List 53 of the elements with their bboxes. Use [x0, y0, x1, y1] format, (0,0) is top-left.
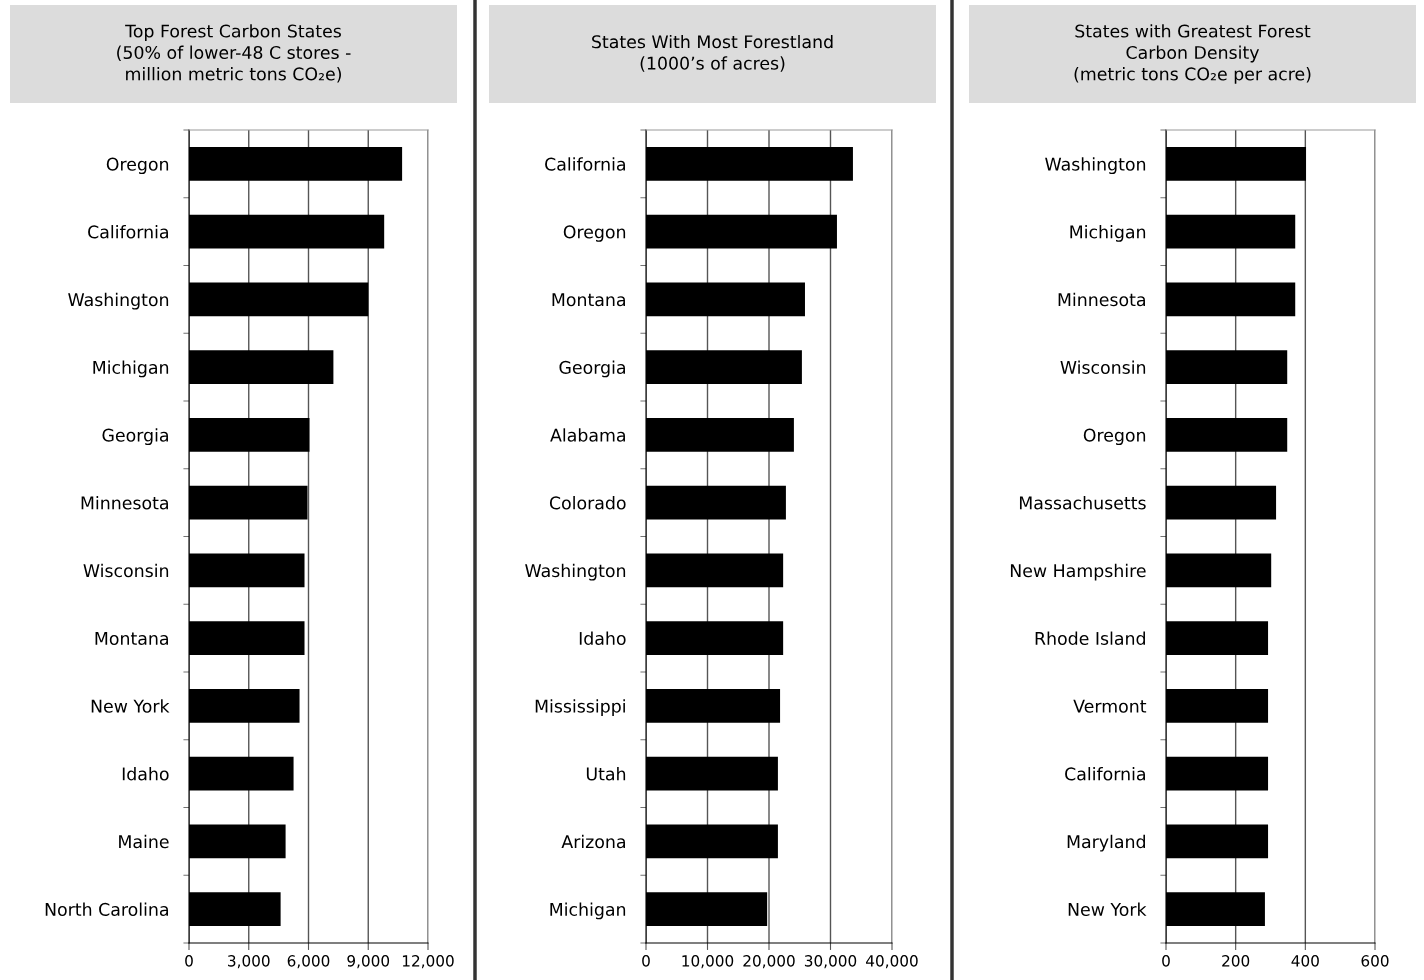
y-tick-label: Idaho	[122, 767, 169, 781]
y-tick-label: Minnesota	[81, 496, 168, 510]
y-tick-label: Rhode Island	[1035, 631, 1145, 645]
y-tick-label: Montana	[95, 632, 168, 645]
y-tick-label: California	[88, 225, 168, 239]
x-tick-label: 9,000	[347, 955, 390, 969]
y-tick-label: Georgia	[102, 428, 168, 446]
y-tick-label: Oregon	[1083, 428, 1146, 446]
y-tick-label: Washington	[1045, 157, 1146, 175]
chart-title: Top Forest Carbon States (50% of lower-48 C stores - million metric tons CO₂e)	[117, 24, 351, 83]
y-tick-label: Minnesota	[1058, 292, 1145, 307]
y-tick-label: Utah	[586, 767, 626, 781]
x-tick-label: 40,000	[866, 955, 918, 969]
y-tick-label: New York	[91, 699, 170, 713]
y-tick-label: Montana	[552, 293, 625, 307]
chart-title: States With Most Forestland (1000’s of acres)	[592, 34, 833, 72]
x-tick-label: 6,000	[287, 955, 330, 969]
x-tick-label: 20,000	[743, 955, 795, 969]
y-tick-label: Washington	[68, 292, 169, 310]
y-tick-label: Maryland	[1067, 834, 1145, 852]
y-tick-label: Arizona	[561, 834, 625, 849]
x-tick-label: 3,000	[228, 955, 270, 969]
x-tick-label: 600	[1361, 955, 1389, 967]
chart-title: States with Greatest Forest Carbon Density (metric tons CO₂e per acre)	[1074, 24, 1311, 84]
y-tick-label: California	[1065, 767, 1145, 781]
x-tick-label: 0	[642, 955, 650, 967]
x-tick-label: 12,000	[402, 955, 454, 969]
y-tick-label: Wisconsin	[1060, 360, 1146, 374]
y-tick-label: Alabama	[550, 428, 625, 442]
x-tick-label: 0	[185, 955, 193, 967]
y-tick-label: California	[545, 157, 625, 171]
y-tick-label: Vermont	[1073, 699, 1147, 713]
y-tick-label: Michigan	[550, 902, 626, 920]
y-tick-label: Massachusetts	[1019, 496, 1146, 510]
x-tick-label: 10,000	[682, 955, 734, 969]
y-tick-label: Michigan	[93, 360, 169, 378]
y-tick-label: Oregon	[106, 157, 169, 175]
y-tick-label: Michigan	[1070, 225, 1146, 242]
y-tick-label: Oregon	[563, 225, 626, 242]
y-tick-label: Colorado	[549, 496, 626, 510]
y-tick-label: New Hampshire	[1010, 563, 1146, 581]
x-tick-label: 400	[1291, 955, 1319, 967]
y-tick-label: Maine	[119, 834, 169, 849]
y-tick-label: Washington	[525, 563, 626, 581]
y-tick-label: Mississippi	[535, 699, 625, 717]
x-tick-label: 0	[1162, 955, 1170, 967]
y-tick-label: Wisconsin	[83, 563, 169, 578]
y-tick-label: Georgia	[559, 360, 625, 378]
y-tick-label: New York	[1068, 902, 1147, 916]
y-tick-label: Idaho	[579, 631, 626, 645]
x-tick-label: 200	[1222, 955, 1250, 967]
x-tick-label: 30,000	[804, 955, 857, 969]
y-tick-label: North Carolina	[45, 902, 168, 916]
